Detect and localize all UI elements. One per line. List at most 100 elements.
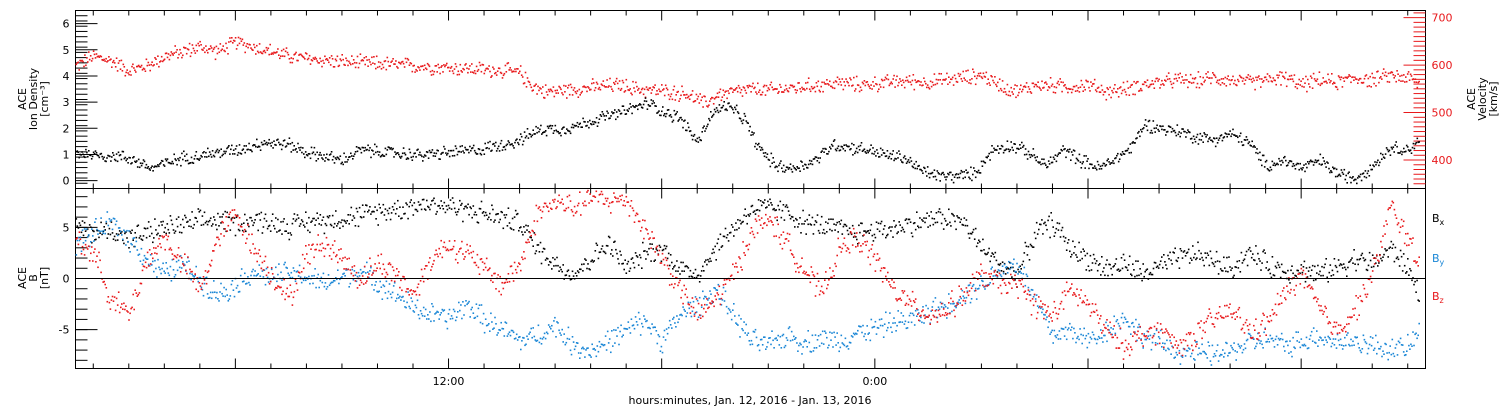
bx-point: [246, 219, 248, 221]
density-point: [446, 154, 448, 156]
velocity-point: [1216, 79, 1219, 82]
velocity-point: [1396, 70, 1398, 72]
bx-point: [956, 215, 958, 217]
bx-point: [240, 223, 243, 225]
bx-point: [589, 268, 591, 271]
by-point: [577, 352, 580, 354]
velocity-point: [662, 89, 664, 91]
velocity-point: [1194, 77, 1197, 79]
by-point: [183, 263, 185, 265]
density-point: [864, 151, 867, 153]
bx-point: [581, 263, 583, 266]
bx-point: [879, 222, 882, 225]
velocity-point: [819, 90, 821, 93]
density-point: [722, 104, 725, 107]
velocity-point: [1081, 83, 1084, 86]
density-point: [1373, 165, 1375, 168]
density-point: [1273, 162, 1276, 165]
density-point: [652, 100, 654, 102]
velocity-point: [773, 88, 775, 91]
density-point: [725, 108, 727, 110]
density-point: [1289, 160, 1292, 162]
velocity-point: [411, 70, 414, 73]
velocity-point: [113, 62, 116, 64]
density-point: [352, 155, 355, 157]
velocity-point: [855, 75, 858, 78]
by-point: [462, 301, 464, 303]
velocity-point: [1077, 87, 1080, 89]
bx-point: [919, 217, 921, 219]
density-point: [1352, 176, 1354, 178]
velocity-point: [1156, 77, 1158, 80]
density-point: [904, 158, 907, 160]
bx-point: [989, 260, 991, 263]
density-point: [1389, 154, 1392, 156]
density-point: [1322, 157, 1324, 159]
by-point: [471, 306, 473, 309]
density-point: [1254, 146, 1256, 148]
density-point: [862, 149, 865, 152]
by-point: [468, 300, 470, 303]
velocity-point: [783, 89, 786, 91]
velocity-point: [1201, 83, 1204, 86]
bx-point: [1339, 263, 1342, 265]
density-point: [567, 130, 570, 132]
bx-point: [198, 211, 201, 213]
velocity-point: [385, 68, 388, 71]
density-point: [1183, 130, 1185, 133]
density-point: [908, 161, 911, 164]
density-point: [1381, 153, 1384, 156]
bx-point: [1400, 255, 1403, 258]
bx-point: [216, 228, 218, 231]
density-point: [1409, 149, 1412, 151]
velocity-point: [484, 69, 486, 72]
density-point: [478, 148, 481, 151]
density-point: [977, 169, 980, 172]
by-point: [582, 346, 584, 349]
velocity-point: [536, 93, 538, 95]
bx-point: [1066, 242, 1069, 244]
density-point: [552, 132, 555, 134]
bx-point: [1014, 279, 1016, 281]
velocity-point: [965, 70, 967, 72]
bx-point: [907, 218, 910, 221]
bx-point: [1386, 249, 1388, 251]
by-point: [546, 332, 549, 335]
density-point: [358, 147, 361, 149]
density-point: [1235, 135, 1237, 137]
density-point: [131, 162, 133, 164]
by-point: [504, 321, 507, 323]
velocity-point: [471, 63, 473, 65]
velocity-point: [335, 59, 338, 62]
density-point: [783, 171, 786, 173]
density-point: [414, 152, 416, 154]
velocity-point: [976, 75, 979, 77]
velocity-point: [1348, 74, 1350, 76]
by-point: [292, 267, 295, 269]
velocity-point: [824, 83, 826, 85]
bx-point: [794, 226, 796, 228]
bx-point: [133, 245, 135, 248]
density-point: [1356, 182, 1358, 185]
density-point: [1398, 152, 1400, 154]
by-point: [475, 303, 478, 305]
velocity-point: [1115, 91, 1117, 93]
velocity-point: [700, 99, 702, 102]
bx-point: [376, 209, 378, 212]
bx-point: [1156, 265, 1159, 267]
by-point: [564, 343, 567, 346]
velocity-point: [1398, 79, 1400, 82]
velocity-point: [870, 84, 872, 86]
bx-point: [746, 222, 748, 225]
bx-point: [952, 213, 954, 216]
bx-point: [550, 261, 552, 264]
by-point: [480, 304, 483, 306]
bx-point: [652, 248, 654, 250]
density-point: [158, 165, 160, 168]
bx-point: [585, 259, 587, 261]
bx-point: [96, 229, 98, 232]
bx-point: [734, 229, 736, 231]
density-point: [233, 153, 236, 155]
bx-point: [1300, 264, 1303, 266]
density-point: [155, 165, 157, 168]
